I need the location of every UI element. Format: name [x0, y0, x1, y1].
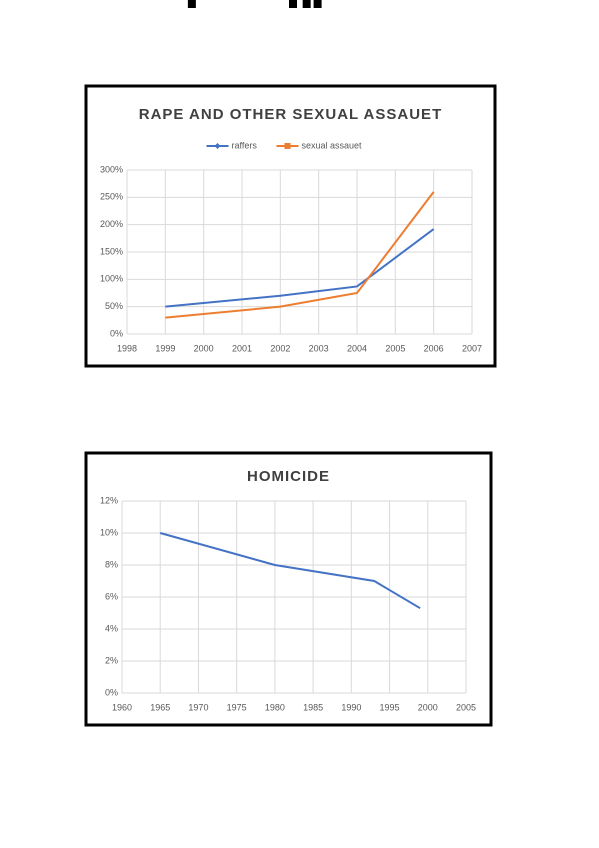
series-line: [165, 191, 435, 319]
legend-label: raffers: [232, 140, 258, 150]
point: [187, 0, 196, 8]
series-line: [159, 532, 421, 610]
chart-frame: [84, 84, 497, 368]
x-tick-label: 2005: [385, 343, 405, 353]
point: [313, 0, 322, 8]
x-tick-label: 1975: [227, 702, 247, 712]
point: [289, 0, 297, 8]
chart-title: RAPE AND OTHER SEXUAL ASSAUET: [139, 106, 442, 123]
series-line: [165, 228, 435, 308]
y-tick-label: 4%: [105, 623, 118, 633]
x-tick-label: 2000: [194, 343, 214, 353]
chart-frame: [84, 451, 493, 727]
x-tick-label: 1998: [117, 343, 137, 353]
y-tick-label: 0%: [110, 328, 123, 338]
y-tick-label: 300%: [100, 164, 123, 174]
legend-label: sexual assauet: [302, 140, 363, 150]
x-tick-label: 1960: [112, 702, 132, 712]
y-tick-label: 0%: [105, 687, 118, 697]
y-tick-label: 250%: [100, 192, 123, 202]
x-tick-label: 2007: [462, 343, 482, 353]
y-tick-label: 150%: [100, 246, 123, 256]
x-tick-label: 2005: [456, 702, 476, 712]
x-tick-label: 2001: [232, 343, 252, 353]
x-tick-label: 1985: [303, 702, 323, 712]
legend-marker: [284, 143, 291, 149]
y-tick-label: 12%: [100, 495, 118, 505]
y-tick-label: 6%: [105, 591, 118, 601]
x-tick-label: 1965: [150, 702, 170, 712]
point: [302, 0, 311, 8]
y-tick-label: 50%: [105, 301, 123, 311]
y-tick-label: 10%: [100, 527, 118, 537]
x-tick-label: 1980: [265, 702, 285, 712]
x-tick-label: 1990: [341, 702, 361, 712]
y-tick-label: 2%: [105, 655, 118, 665]
x-tick-label: 1995: [380, 702, 400, 712]
x-tick-label: 1999: [155, 343, 175, 353]
x-tick-label: 2000: [418, 702, 438, 712]
y-tick-label: 8%: [105, 559, 118, 569]
chart-title: HOMICIDE: [247, 468, 330, 485]
y-tick-label: 100%: [100, 274, 123, 284]
legend-marker: [214, 143, 221, 149]
y-tick-label: 200%: [100, 219, 123, 229]
x-tick-label: 2003: [309, 343, 329, 353]
x-tick-label: 1970: [188, 702, 208, 712]
x-tick-label: 2004: [347, 343, 367, 353]
x-tick-label: 2002: [270, 343, 290, 353]
x-tick-label: 2006: [424, 343, 444, 353]
